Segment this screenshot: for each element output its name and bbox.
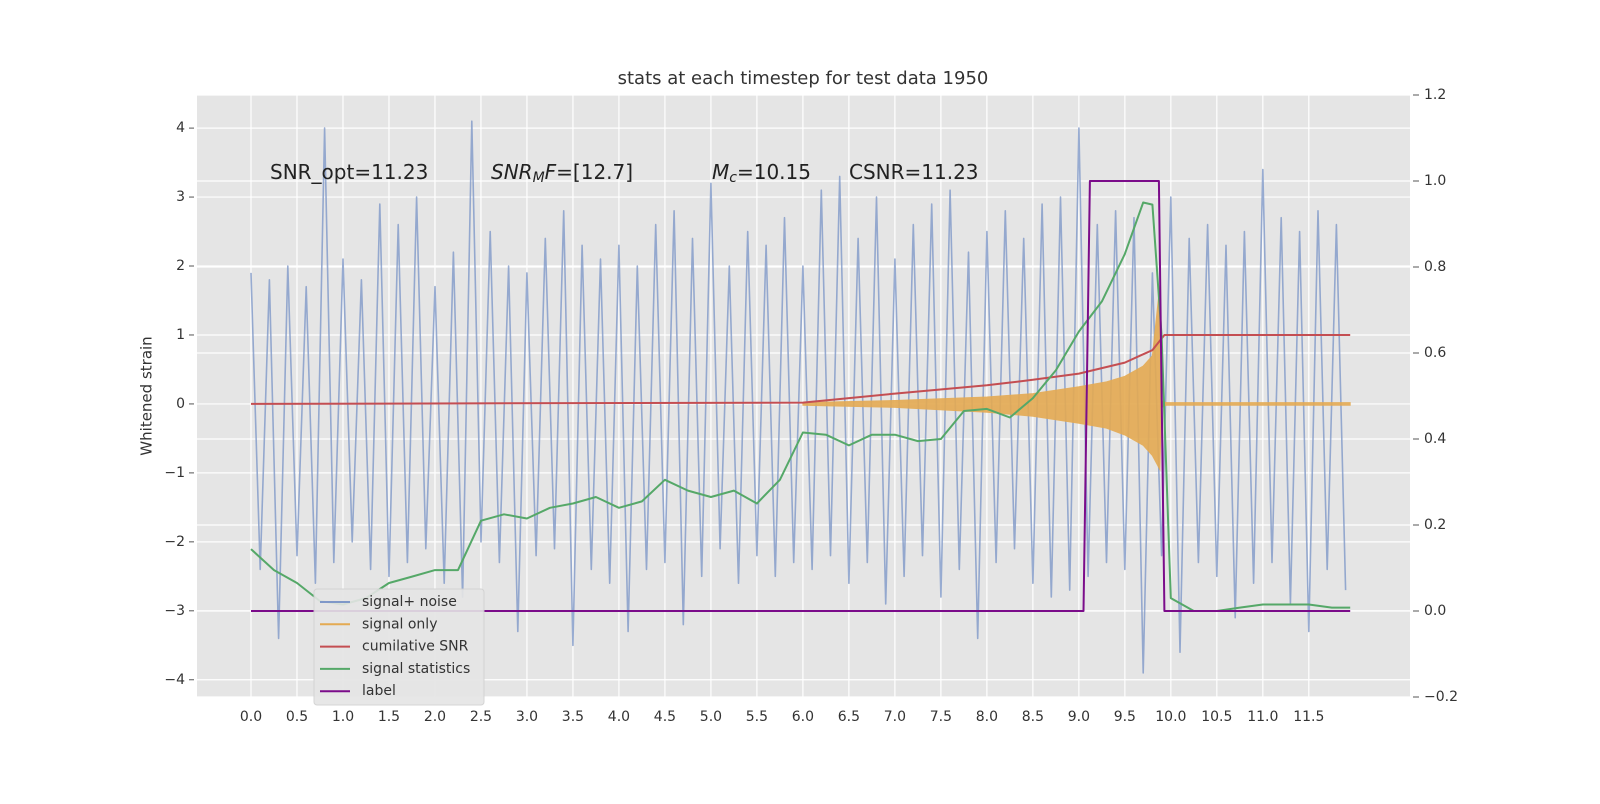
x-tick-label: 3.5 [562, 709, 584, 725]
x-tick-label: 7.5 [930, 709, 952, 725]
x-tick-label: 4.0 [608, 709, 630, 725]
signal-area [802, 285, 1351, 472]
legend-box [313, 588, 485, 706]
legend-label: signal+ noise [362, 594, 457, 610]
x-tick-label: 1.0 [332, 709, 354, 725]
x-tick-label: 8.5 [1022, 709, 1044, 725]
x-tick-label: 7.0 [884, 709, 906, 725]
x-tick-label: 6.5 [838, 709, 860, 725]
x-tick-label: 5.5 [746, 709, 768, 725]
legend-label: signal only [362, 616, 437, 632]
x-tick-label: 2.5 [470, 709, 492, 725]
y-tick-label: 2 [176, 258, 185, 274]
y-tick-label: 0 [176, 396, 185, 412]
y2-tick-label: 0.2 [1424, 517, 1446, 533]
y2-tick-label: 1.2 [1424, 87, 1446, 103]
x-tick-label: 2.0 [424, 709, 446, 725]
y-tick-label: 3 [176, 189, 185, 205]
y2-tick-label: 1.0 [1424, 173, 1446, 189]
annotation-part: CSNR=11.23 [849, 160, 979, 184]
series-line [250, 334, 1351, 405]
x-tick-label: 6.0 [792, 709, 814, 725]
legend-label: cumilative SNR [362, 639, 469, 655]
y2-tick-label: −0.2 [1424, 689, 1458, 705]
x-tick-label: 9.0 [1068, 709, 1090, 725]
annotation: CSNR=11.23 [849, 160, 979, 184]
y2-tick-label: 0.4 [1424, 431, 1446, 447]
y-tick-label: 4 [176, 120, 185, 136]
x-tick-label: 0.0 [240, 709, 262, 725]
series-line [250, 201, 1351, 612]
x-tick-label: 11.0 [1247, 709, 1278, 725]
y2-tick-label: 0.6 [1424, 345, 1446, 361]
legend: signal+ noise signal only cumilative SNR si… [313, 588, 485, 706]
x-tick-label: 4.5 [654, 709, 676, 725]
annotation-part: =10.15 [737, 160, 811, 184]
y-tick-label: −2 [164, 534, 185, 550]
annotation: SNR_opt=11.23 [270, 160, 428, 184]
chart-title: stats at each timestep for test data 195… [618, 68, 989, 89]
annotation-part: F [545, 160, 557, 184]
x-tick-label: 0.5 [286, 709, 308, 725]
x-tick-label: 1.5 [378, 709, 400, 725]
x-tick-label: 10.5 [1201, 709, 1232, 725]
y2-tick-label: 0.8 [1424, 259, 1446, 275]
y-tick-label: −1 [164, 465, 185, 481]
legend-label: signal statistics [362, 661, 470, 677]
annotation: Mc=10.15 [712, 160, 811, 187]
legend-label: label [362, 683, 396, 699]
x-tick-label: 5.0 [700, 709, 722, 725]
y-tick-label: 1 [176, 327, 185, 343]
y-axis-label: Whitened strain [138, 336, 156, 455]
annotation-part: SNR [491, 160, 533, 184]
x-tick-label: 8.0 [976, 709, 998, 725]
y2-tick-label: 0.0 [1424, 603, 1446, 619]
x-tick-label: 10.0 [1155, 709, 1186, 725]
y-tick-label: −4 [164, 672, 185, 688]
y-tick-label: −3 [164, 603, 185, 619]
annotation-part: M [712, 160, 729, 184]
annotation-part: SNR_opt=11.23 [270, 160, 428, 184]
series-line [251, 180, 1351, 612]
annotation-part: M [533, 170, 545, 186]
x-tick-label: 11.5 [1293, 709, 1324, 725]
annotation-part: =[12.7] [556, 160, 633, 184]
annotation: SNRMF=[12.7] [491, 160, 633, 187]
x-tick-label: 3.0 [516, 709, 538, 725]
x-tick-label: 9.5 [1114, 709, 1136, 725]
annotation-part: c [729, 170, 737, 186]
